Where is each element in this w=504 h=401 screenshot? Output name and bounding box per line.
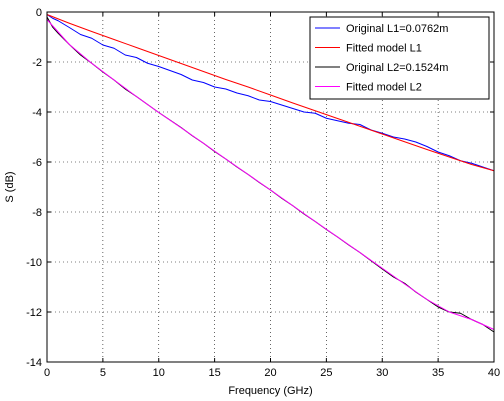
y-tick-label: -8	[32, 207, 42, 219]
x-tick-label: 0	[44, 367, 50, 379]
legend-entry: Original L1=0.0762m	[346, 23, 448, 35]
legend-box	[309, 16, 490, 100]
y-tick-label: -4	[32, 107, 42, 119]
y-tick-label: 0	[36, 7, 42, 19]
x-tick-label: 40	[488, 367, 500, 379]
y-tick-label: -6	[32, 157, 42, 169]
series-line-2	[46, 14, 495, 172]
series-line-4	[46, 19, 495, 330]
legend-entry: Fitted model L2	[346, 82, 422, 94]
y-tick-label: -12	[26, 307, 42, 319]
tick-labels: 0 5 10 15 20 25 30 35 40 0 -2 -4 -6 -8 -10 -12 -14	[26, 7, 500, 379]
series-layer	[46, 14, 495, 333]
legend: Original L1=0.0762m Fitted model L1 Origin…	[309, 16, 490, 100]
legend-entry: Original L2=0.1524m	[346, 62, 448, 74]
y-tick-label: -14	[26, 357, 42, 369]
x-axis-title: Frequency (GHz)	[228, 385, 312, 397]
x-tick-label: 5	[100, 367, 106, 379]
y-tick-label: -2	[32, 57, 42, 69]
x-tick-label: 25	[320, 367, 332, 379]
series-line-1	[46, 14, 495, 172]
x-tick-label: 35	[432, 367, 444, 379]
x-tick-label: 30	[376, 367, 388, 379]
x-tick-label: 20	[264, 367, 276, 379]
x-tick-label: 15	[209, 367, 221, 379]
legend-entry: Fitted model L1	[346, 43, 422, 55]
y-tick-label: -10	[26, 257, 42, 269]
y-axis-title: S (dB)	[4, 171, 16, 202]
ticks	[46, 11, 495, 363]
x-tick-label: 10	[153, 367, 165, 379]
